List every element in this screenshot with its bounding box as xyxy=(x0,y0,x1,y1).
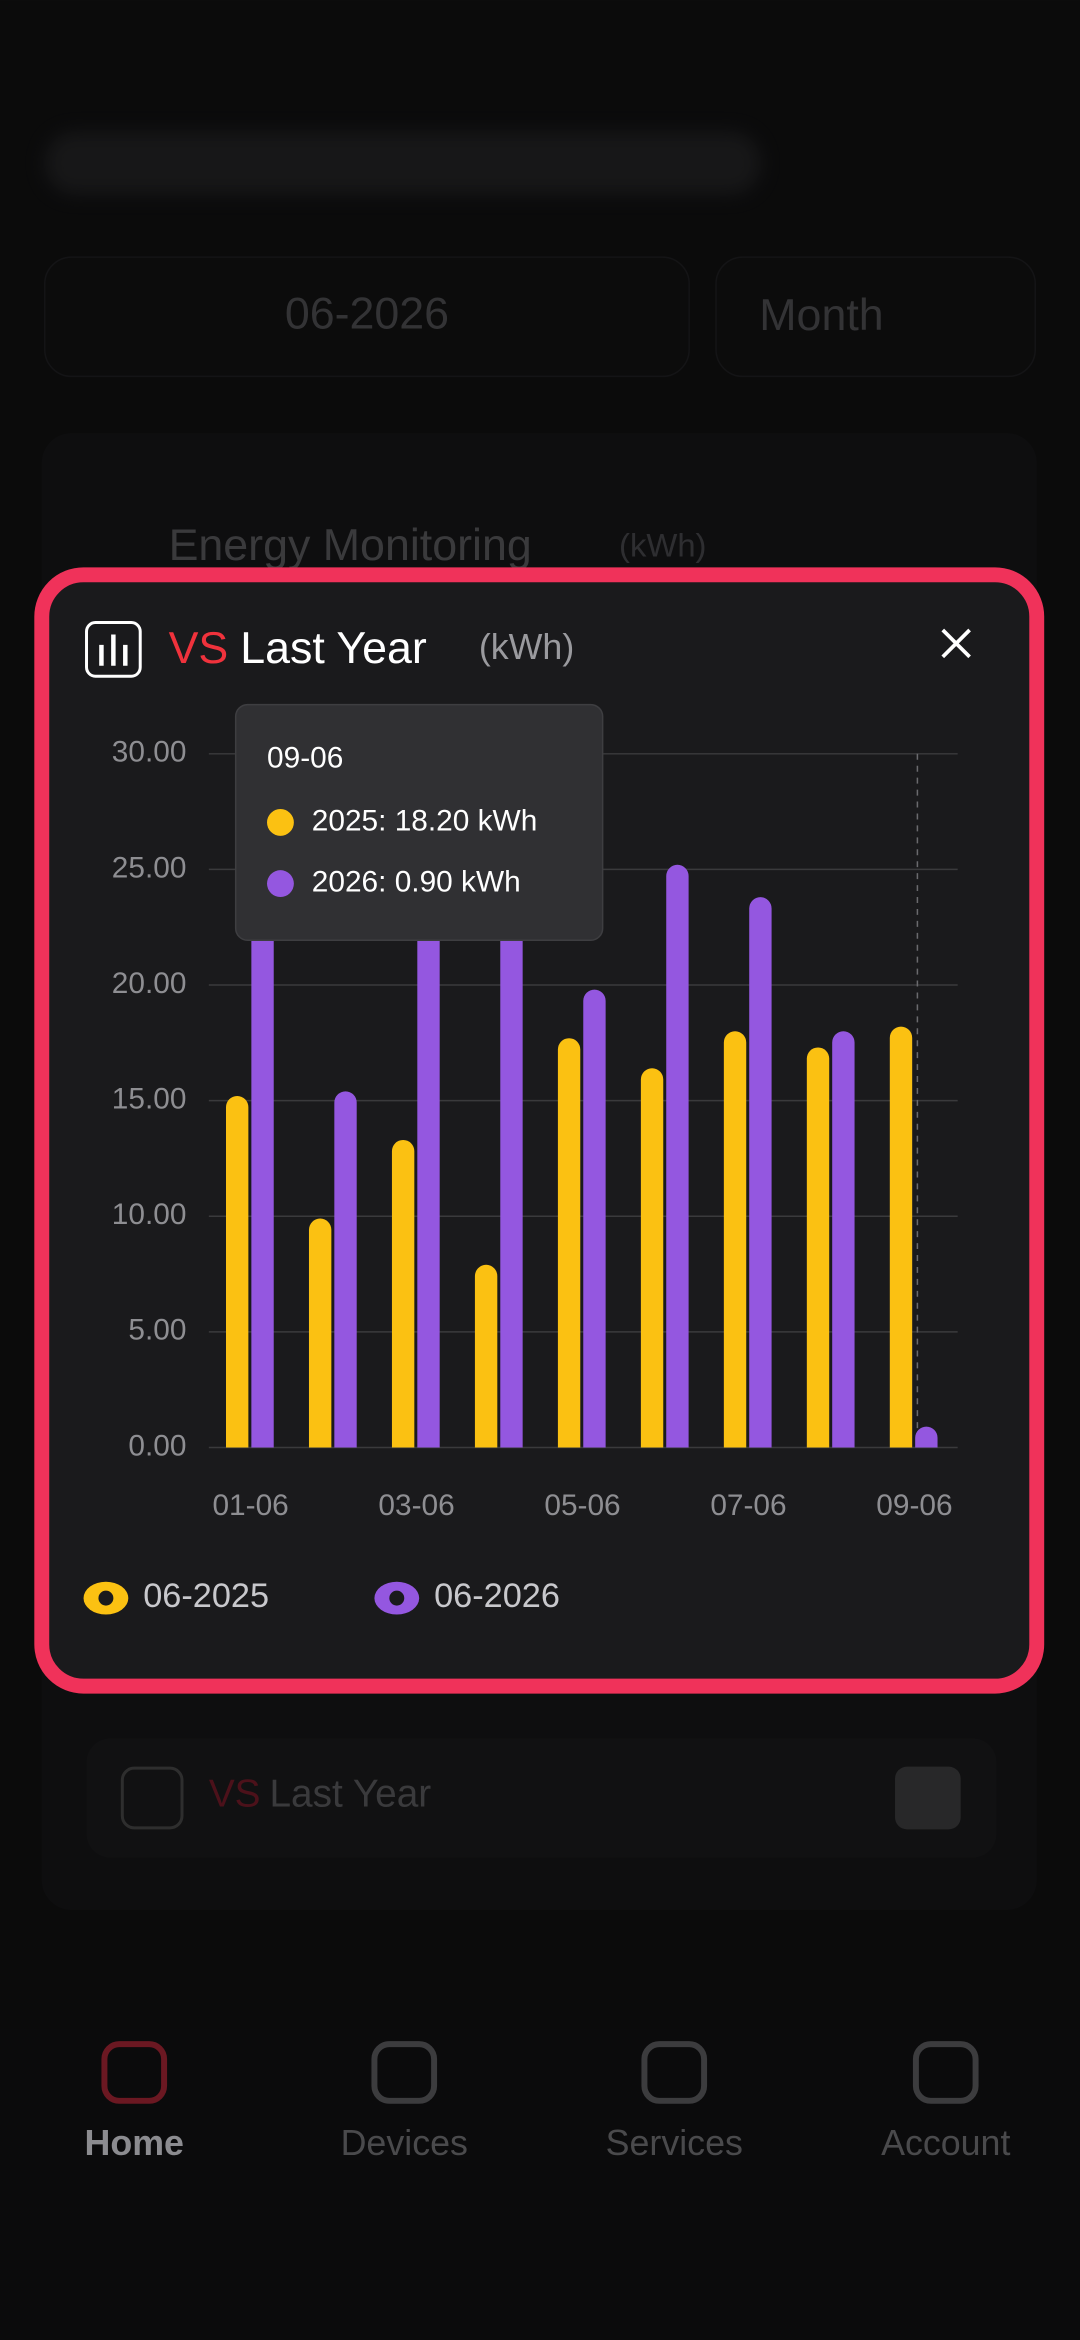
y-tick-label: 30.00 xyxy=(112,736,187,769)
y-tick-label: 20.00 xyxy=(112,967,187,1000)
legend-icon-pupil xyxy=(98,1590,114,1606)
y-tick-label: 0.00 xyxy=(128,1429,186,1462)
modal-title: VS Last Year xyxy=(169,623,427,673)
tooltip-title: 09-06 xyxy=(267,742,343,775)
tooltip xyxy=(234,703,604,942)
nav-icon xyxy=(101,2041,168,2104)
tooltip-dot xyxy=(267,809,294,836)
nav: Home Devices Services Account xyxy=(85,2041,1010,2163)
bar xyxy=(308,1218,332,1448)
bar xyxy=(391,1139,415,1448)
nav-label: Account xyxy=(881,2123,1010,2163)
x-tick-label: 05-06 xyxy=(544,1489,620,1522)
nav-icon xyxy=(912,2041,979,2104)
chart: 0.00 5.00 10.00 15.00 20.00 25.00 30.00 01-06 03… xyxy=(83,703,958,1615)
tooltip-line: 2025: 18.20 kWh xyxy=(312,804,538,837)
bar xyxy=(806,1047,830,1448)
bar xyxy=(666,864,689,1448)
legend-label: 06-2025 xyxy=(143,1577,269,1615)
x-tick-label: 07-06 xyxy=(710,1489,786,1522)
y-tick-label: 25.00 xyxy=(112,851,187,884)
y-tick-label: 10.00 xyxy=(112,1198,187,1231)
bar xyxy=(832,1031,855,1448)
x-tick-label: 01-06 xyxy=(212,1489,288,1522)
bar xyxy=(889,1026,913,1448)
energy-title: Energy Monitoring xyxy=(169,520,532,570)
bar xyxy=(474,1264,498,1448)
close-button[interactable] xyxy=(941,628,971,659)
period: Month xyxy=(759,290,883,340)
date: 06-2026 xyxy=(285,289,449,339)
y-tick-label: 15.00 xyxy=(112,1083,187,1116)
bar xyxy=(640,1068,664,1448)
modal-icon-bars xyxy=(99,634,128,666)
date-picker[interactable] xyxy=(44,256,690,378)
legend-label: 06-2026 xyxy=(434,1577,560,1615)
bar xyxy=(583,989,606,1448)
bar xyxy=(334,1091,357,1448)
expand-button[interactable] xyxy=(895,1766,961,1830)
nav-label: Devices xyxy=(341,2123,468,2163)
compare-title: VS Last Year xyxy=(209,1773,431,1816)
x-tick-label: 03-06 xyxy=(378,1489,454,1522)
bar xyxy=(749,897,772,1448)
bar xyxy=(417,892,440,1448)
nav-icon xyxy=(641,2041,708,2104)
tooltip-line: 2026: 0.90 kWh xyxy=(312,865,521,898)
bar xyxy=(915,1426,938,1448)
bar xyxy=(723,1031,747,1448)
energy-unit: (kWh) xyxy=(619,527,706,564)
nav-label: Home xyxy=(85,2123,184,2163)
modal-icon xyxy=(85,621,142,678)
compare-icon xyxy=(120,1766,184,1830)
y-tick-label: 5.00 xyxy=(128,1314,186,1347)
blurred-title xyxy=(44,131,761,195)
bar xyxy=(500,834,523,1448)
compare-card[interactable] xyxy=(86,1738,997,1858)
modal-unit: (kWh) xyxy=(479,627,574,667)
bar xyxy=(225,1096,249,1448)
nav-label: Services xyxy=(606,2123,743,2163)
legend-icon-pupil xyxy=(389,1590,405,1606)
x-tick-label: 09-06 xyxy=(876,1489,952,1522)
bar xyxy=(557,1038,581,1448)
nav-bar xyxy=(0,2029,1080,2340)
tooltip-dot xyxy=(267,870,294,898)
nav-icon xyxy=(371,2041,438,2104)
period-picker[interactable] xyxy=(715,256,1036,378)
bar xyxy=(251,857,274,1448)
